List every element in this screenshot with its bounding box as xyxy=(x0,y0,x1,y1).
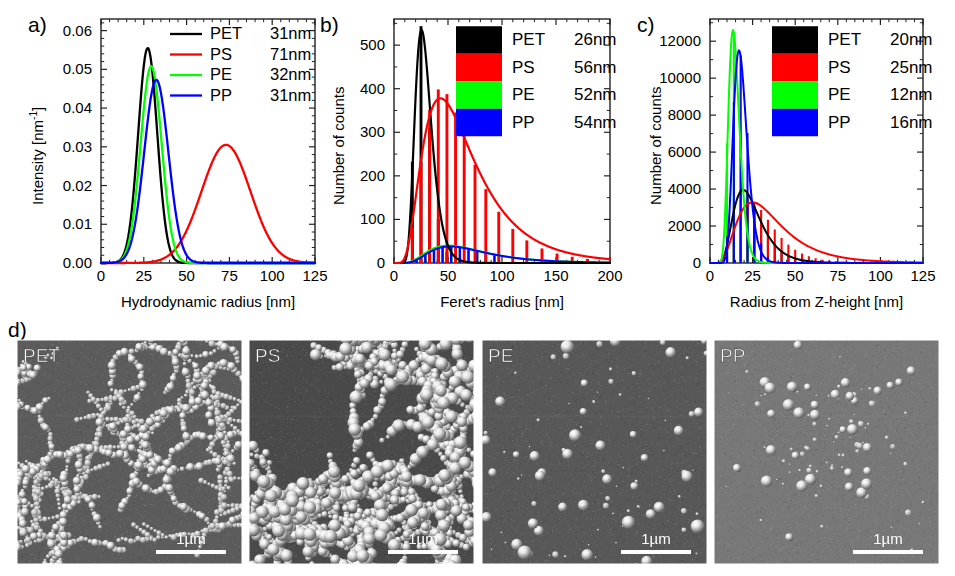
svg-text:PS: PS xyxy=(255,345,280,366)
svg-text:1µm: 1µm xyxy=(641,530,670,547)
svg-text:1µm: 1µm xyxy=(873,530,902,547)
svg-text:PET: PET xyxy=(23,345,60,366)
svg-text:1µm: 1µm xyxy=(408,530,437,547)
svg-text:1µm: 1µm xyxy=(176,530,205,547)
svg-text:PE: PE xyxy=(488,345,513,366)
svg-text:PP: PP xyxy=(720,345,745,366)
